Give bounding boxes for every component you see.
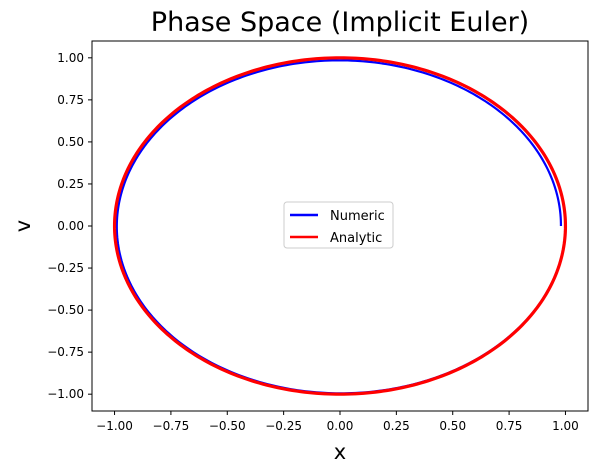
series-analytic-curve xyxy=(112,56,568,396)
x-tick-label: 0.25 xyxy=(383,419,410,433)
y-tick-label: 0.00 xyxy=(57,219,84,233)
x-tick-label: −0.75 xyxy=(153,419,190,433)
y-axis-label: v xyxy=(11,220,35,232)
x-tick-label: 0.75 xyxy=(496,419,523,433)
x-axis-label: x xyxy=(334,440,346,464)
x-tick-label: −1.00 xyxy=(96,419,133,433)
y-tick-label: −1.00 xyxy=(47,387,84,401)
y-tick-label: −0.75 xyxy=(47,345,84,359)
legend-label-analytic: Analytic xyxy=(330,231,382,246)
y-tick-label: 1.00 xyxy=(57,51,84,65)
axis-ticks: −1.00 −0.75 −0.50 −0.25 0.00 0.25 0.50 0.75 1.00… xyxy=(47,51,579,433)
x-tick-label: 1.00 xyxy=(552,419,579,433)
x-tick-label: 0.00 xyxy=(327,419,354,433)
legend-label-numeric: Numeric xyxy=(330,209,385,224)
chart-title: Phase Space (Implicit Euler) xyxy=(151,7,529,38)
x-tick-label: −0.50 xyxy=(209,419,246,433)
x-tick-label: 0.50 xyxy=(439,419,466,433)
y-tick-label: 0.25 xyxy=(57,177,84,191)
x-tick-label: −0.25 xyxy=(265,419,302,433)
y-tick-label: −0.25 xyxy=(47,261,84,275)
y-tick-label: 0.75 xyxy=(57,93,84,107)
y-tick-label: 0.50 xyxy=(57,135,84,149)
y-tick-label: −0.50 xyxy=(47,303,84,317)
legend: Numeric Analytic xyxy=(283,201,394,249)
